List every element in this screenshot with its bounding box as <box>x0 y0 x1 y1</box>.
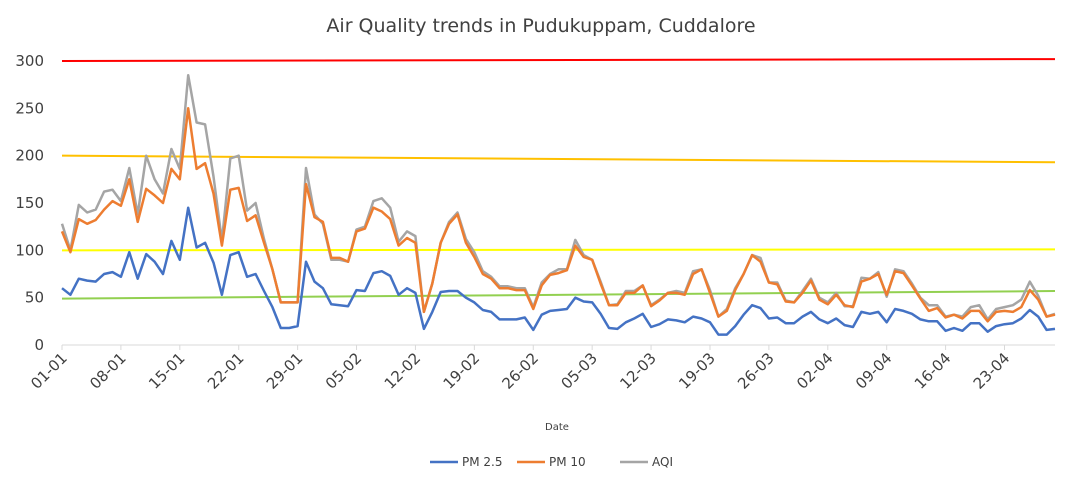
y-tick-label: 250 <box>15 99 44 117</box>
y-tick-label: 0 <box>34 336 44 354</box>
y-tick-label: 50 <box>25 289 44 307</box>
x-tick-label: 26-02 <box>499 349 543 393</box>
x-tick-label: 19-03 <box>675 349 719 393</box>
x-tick-label: 08-01 <box>86 349 130 393</box>
reference-line <box>61 290 1056 300</box>
chart-title: Air Quality trends in Pudukuppam, Cuddal… <box>326 15 755 37</box>
x-tick-label: 12-02 <box>381 349 425 393</box>
x-tick-label: 01-01 <box>27 349 71 393</box>
reference-line <box>61 58 1056 62</box>
x-tick-label: 19-02 <box>440 349 484 393</box>
x-axis-label: Date <box>545 422 569 433</box>
reference-line <box>61 248 1056 252</box>
y-tick-label: 200 <box>15 147 44 165</box>
series-lines <box>60 73 1056 336</box>
series-line-pm-2-5 <box>61 206 1056 336</box>
x-tick-label: 02-04 <box>793 349 837 393</box>
x-tick-label: 29-01 <box>263 349 307 393</box>
x-tick-label: 09-04 <box>852 349 896 393</box>
y-tick-label: 150 <box>15 194 44 212</box>
x-tick-label: 23-04 <box>970 349 1014 393</box>
axes: 0 50 100 150 200 250 300 01-01 08-01 15-01 22-01 29… <box>15 52 1055 393</box>
x-tick-label: 22-01 <box>204 349 248 393</box>
reference-lines <box>61 58 1056 300</box>
y-tick-label: 100 <box>15 241 44 259</box>
series-line-aqi <box>60 73 1056 321</box>
legend: PM 2.5 PM 10 AQI <box>430 455 673 469</box>
x-tick-label: 15-01 <box>145 349 189 393</box>
x-tick-label: 05-02 <box>322 349 366 393</box>
x-tick-label: 05-03 <box>557 349 601 393</box>
x-tick-label: 12-03 <box>616 349 660 393</box>
legend-label: PM 10 <box>549 455 586 469</box>
reference-line <box>61 154 1056 164</box>
series-line-pm-10 <box>60 107 1056 323</box>
x-tick-label: 16-04 <box>911 349 955 393</box>
legend-label: AQI <box>652 455 673 469</box>
x-tick-label: 26-03 <box>734 349 778 393</box>
legend-label: PM 2.5 <box>462 455 503 469</box>
y-tick-label: 300 <box>15 52 44 70</box>
